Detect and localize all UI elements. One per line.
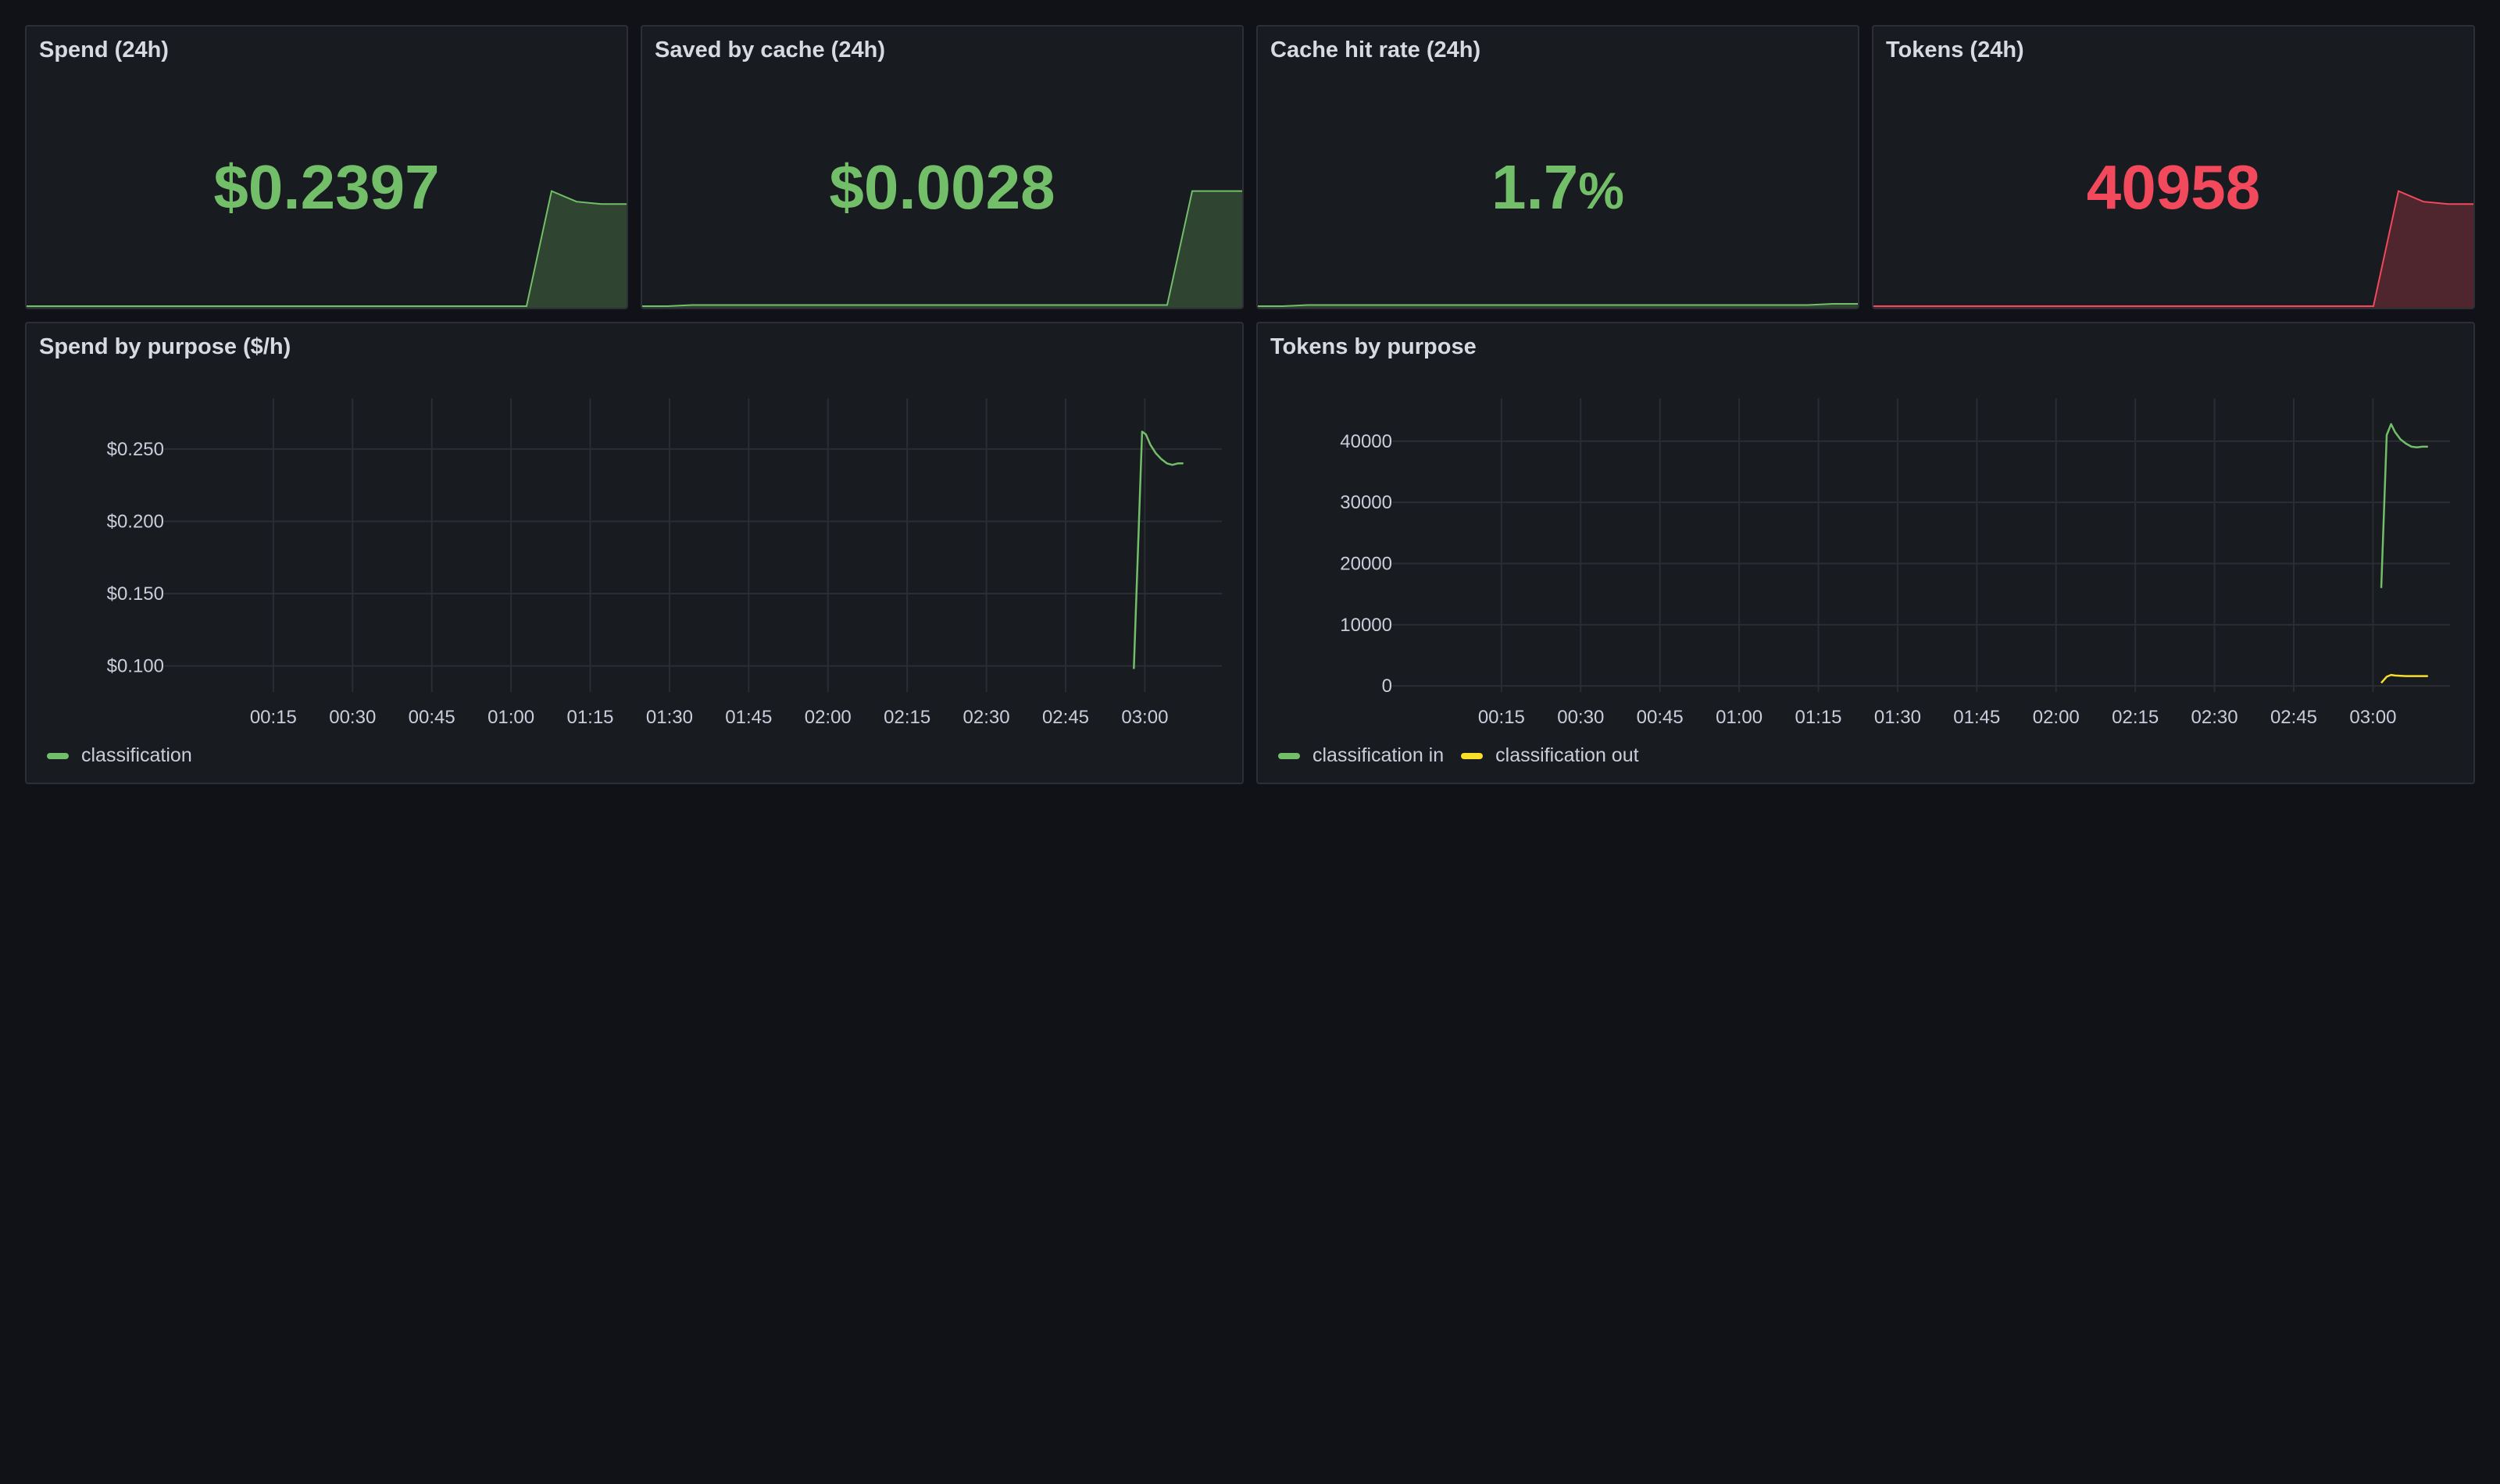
x-tick-label: 02:30	[2191, 707, 2238, 728]
panel-title: Tokens (24h)	[1886, 37, 2024, 62]
series-line	[2380, 673, 2428, 684]
stat-value: $0.2397	[27, 152, 627, 223]
y-tick-label: $0.250	[107, 439, 164, 460]
y-tick-label: $0.200	[107, 511, 164, 532]
legend-item-classification[interactable]: classification	[47, 744, 192, 767]
legend-label: classification	[81, 744, 192, 766]
stat-unit: %	[1578, 162, 1624, 219]
stat-value: 40958	[1873, 152, 2473, 223]
y-tick-label: 0	[1382, 676, 1392, 697]
x-tick-label: 02:00	[2033, 707, 2080, 728]
x-tick-label: 02:45	[2270, 707, 2317, 728]
x-tick-label: 00:30	[1557, 707, 1604, 728]
stat-number: $0.0028	[829, 152, 1055, 222]
sparkline-area	[1873, 191, 2473, 308]
stat-value: 1.7%	[1258, 152, 1858, 223]
sparkline-line	[642, 190, 1242, 307]
panel-title: Cache hit rate (24h)	[1270, 37, 1481, 62]
sparkline-line	[1258, 303, 1858, 307]
x-tick-label: 03:00	[1121, 707, 1168, 728]
legend-label: classification out	[1495, 744, 1639, 766]
stat-panel-saved-by-cache[interactable]: Saved by cache (24h) $0.0028	[641, 25, 1244, 309]
panel-title: Spend by purpose ($/h)	[39, 334, 291, 359]
legend-swatch	[47, 752, 69, 759]
x-tick-label: 00:45	[1637, 707, 1684, 728]
y-tick-label: 10000	[1340, 615, 1392, 636]
x-tick-label: 02:15	[884, 707, 930, 728]
x-tick-label: 01:30	[646, 707, 693, 728]
x-tick-label: 01:15	[566, 707, 613, 728]
stat-number: 1.7	[1491, 152, 1579, 222]
panel-title: Tokens by purpose	[1270, 334, 1477, 359]
sparkline-line	[1873, 190, 2473, 307]
x-tick-label: 02:45	[1042, 707, 1089, 728]
spend-chart: 00:15 00:30 00:45 01:00 01:15 01:30 01:45 02:00…	[107, 398, 1222, 728]
stat-panel-tokens[interactable]: Tokens (24h) 40958	[1872, 25, 2475, 309]
series-line	[1133, 430, 1184, 669]
x-tick-label: 01:45	[1953, 707, 2000, 728]
legend-swatch	[1461, 752, 1484, 759]
legend-swatch	[1278, 752, 1300, 759]
y-tick-label: 40000	[1340, 431, 1392, 452]
x-tick-label: 00:45	[409, 707, 455, 728]
sparkline	[642, 183, 1242, 308]
stat-number: $0.2397	[213, 152, 440, 222]
tokens-chart: 00:15 00:30 00:45 01:00 01:15 01:30 01:45 02:00…	[1340, 398, 2450, 728]
timeseries-panel-tokens-by-purpose[interactable]: Tokens by purpose 00:15 00:30 00:45 01:00 01…	[1256, 322, 2475, 784]
legend-label: classification in	[1312, 744, 1445, 766]
timeseries-panel-spend-by-purpose[interactable]: Spend by purpose ($/h) 00:15 00:30 00:45 01…	[25, 322, 1244, 784]
sparkline	[1873, 183, 2473, 308]
x-tick-label: 01:00	[1716, 707, 1762, 728]
x-tick-label: 01:00	[488, 707, 534, 728]
sparkline-area	[27, 191, 627, 308]
y-tick-label: $0.150	[107, 583, 164, 605]
x-tick-label: 03:00	[2349, 707, 2396, 728]
x-tick-label: 02:15	[2112, 707, 2159, 728]
x-tick-label: 02:30	[963, 707, 1010, 728]
sparkline-area	[642, 191, 1242, 308]
panel-title: Spend (24h)	[39, 37, 169, 62]
legend-item-classification-out[interactable]: classification out	[1461, 744, 1639, 767]
stat-number: 40958	[2086, 152, 2261, 222]
y-tick-label: 30000	[1340, 492, 1392, 513]
y-tick-label: 20000	[1340, 554, 1392, 575]
sparkline	[27, 183, 627, 308]
y-tick-label: $0.100	[107, 656, 164, 677]
stat-panel-spend[interactable]: Spend (24h) $0.2397	[25, 25, 628, 309]
stat-value: $0.0028	[642, 152, 1242, 223]
x-tick-label: 01:45	[725, 707, 772, 728]
x-tick-label: 00:15	[1478, 707, 1525, 728]
series-line	[2380, 423, 2428, 588]
stat-panel-cache-hit-rate[interactable]: Cache hit rate (24h) 1.7%	[1256, 25, 1859, 309]
x-tick-label: 02:00	[805, 707, 852, 728]
x-tick-label: 00:15	[250, 707, 297, 728]
panel-title: Saved by cache (24h)	[655, 37, 885, 62]
x-tick-label: 00:30	[329, 707, 376, 728]
legend: classification	[47, 744, 192, 767]
x-tick-label: 01:15	[1795, 707, 1841, 728]
legend-item-classification-in[interactable]: classification in	[1278, 744, 1444, 767]
sparkline	[1258, 183, 1858, 308]
sparkline-line	[27, 190, 627, 307]
x-tick-label: 01:30	[1874, 707, 1921, 728]
legend: classification in classification out	[1278, 744, 1639, 767]
